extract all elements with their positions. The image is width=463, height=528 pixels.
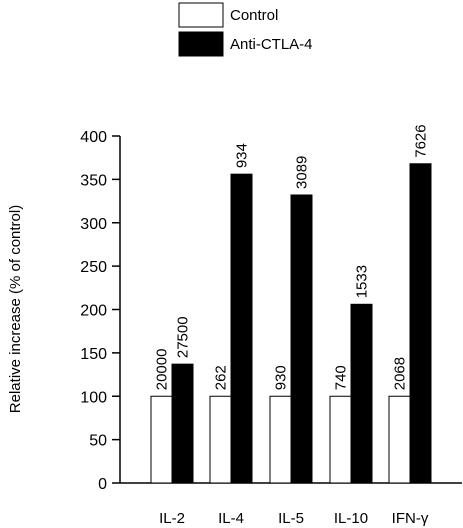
y-tick-label: 0 [98, 476, 107, 493]
x-category-label: IL-10 [334, 510, 368, 527]
bars [150, 163, 432, 484]
bar-anti-ctla-4-3 [350, 303, 373, 484]
y-tick-label: 250 [80, 259, 107, 276]
data-label: 740 [333, 365, 350, 390]
data-label: 930 [273, 365, 290, 390]
legend-label: Anti-CTLA-4 [230, 36, 313, 53]
x-category-label: IL-5 [278, 510, 304, 527]
bar-control-2 [269, 395, 292, 484]
bar-anti-ctla-4-4 [409, 163, 432, 484]
y-tick-label: 400 [80, 129, 107, 146]
y-tick-label: 150 [80, 346, 107, 363]
x-category-label: IL-2 [159, 510, 185, 527]
y-tick-label: 50 [89, 433, 107, 450]
x-axis-categories: IL-2 IL-4 IL-5 IL-10 IFN-γ [159, 510, 429, 527]
bar-control-3 [329, 395, 352, 484]
data-label: 20000 [154, 349, 171, 391]
bar-control-0 [150, 395, 173, 484]
x-category-label: IL-4 [218, 510, 244, 527]
data-label: 7626 [413, 124, 430, 157]
legend-swatch [178, 31, 224, 57]
bar-control-4 [388, 395, 411, 484]
data-label: 934 [234, 143, 251, 168]
bar-anti-ctla-4-1 [230, 173, 253, 484]
legend-label: Control [230, 7, 278, 24]
bar-control-1 [209, 395, 232, 484]
data-label: 2068 [392, 357, 409, 390]
bar-anti-ctla-4-0 [171, 363, 194, 484]
data-label: 262 [213, 365, 230, 390]
data-label: 27500 [175, 316, 192, 358]
data-label: 3089 [294, 156, 311, 189]
y-axis-label: Relative increase (% of control) [7, 205, 24, 413]
y-tick-label: 300 [80, 216, 107, 233]
bar-anti-ctla-4-2 [290, 194, 313, 484]
y-tick-label: 350 [80, 172, 107, 189]
legend-swatch [178, 2, 224, 28]
legend: Control Anti-CTLA-4 [178, 2, 313, 57]
x-category-label: IFN-γ [392, 510, 429, 527]
data-label: 1533 [354, 265, 371, 298]
y-tick-label: 100 [80, 389, 107, 406]
y-axis: 0 50 100 150 200 250 300 350 400 [80, 129, 462, 493]
y-tick-label: 200 [80, 303, 107, 320]
